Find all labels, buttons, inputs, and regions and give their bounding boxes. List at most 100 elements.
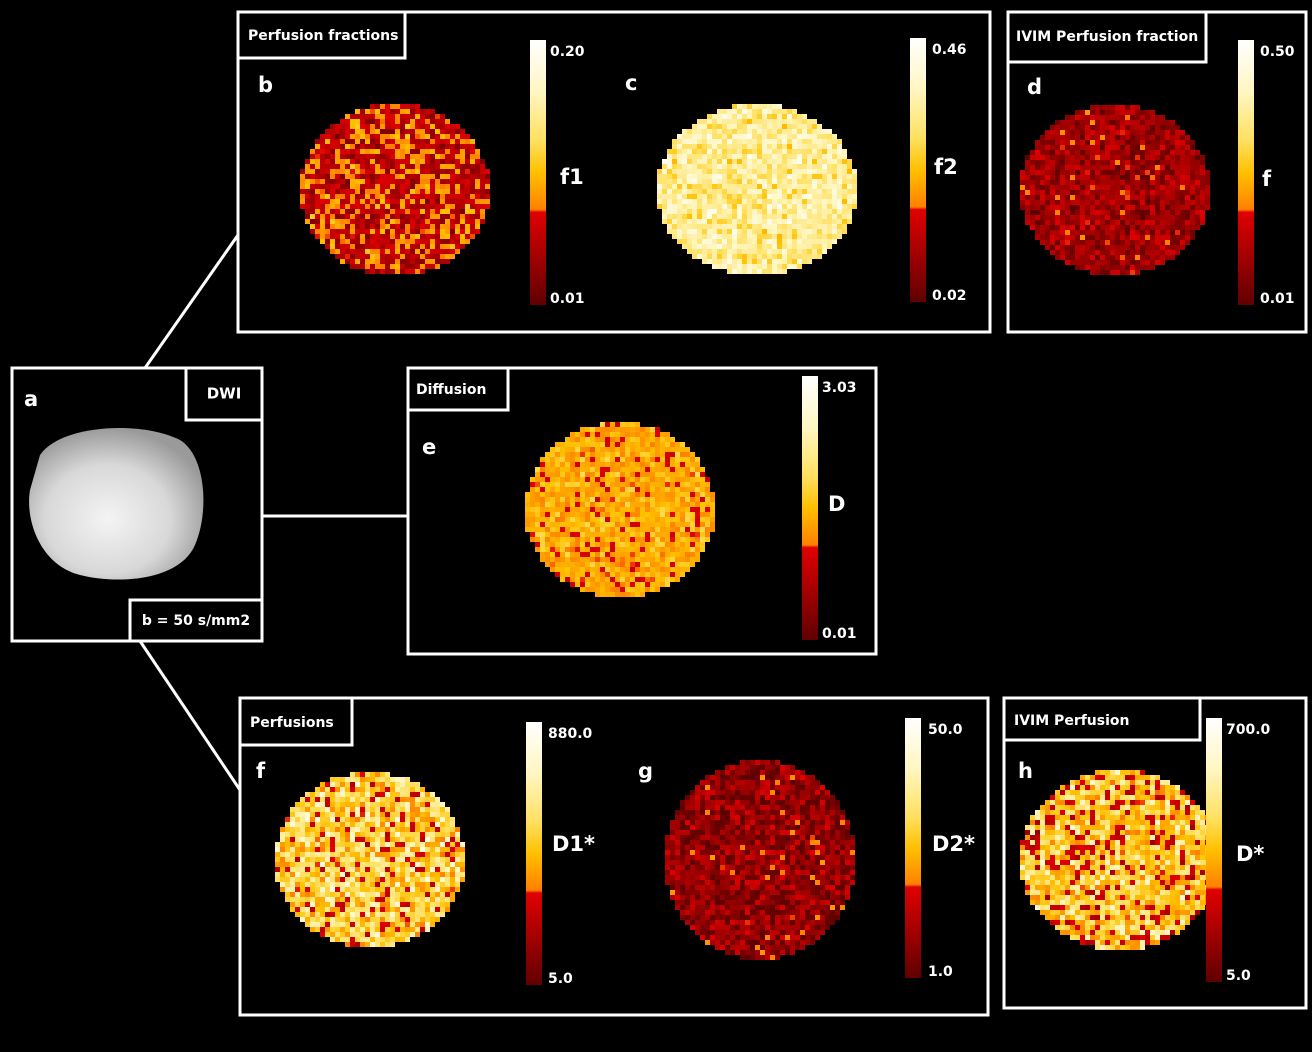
map-pixel: [280, 857, 285, 862]
map-pixel: [310, 847, 315, 852]
map-pixel: [655, 437, 660, 442]
map-pixel: [1115, 260, 1120, 265]
map-pixel: [737, 149, 742, 154]
map-pixel: [1110, 165, 1115, 170]
map-pixel: [1090, 180, 1095, 185]
map-pixel: [680, 557, 685, 562]
map-pixel: [1185, 220, 1190, 225]
map-pixel: [772, 109, 777, 114]
map-pixel: [480, 184, 485, 189]
map-pixel: [1150, 145, 1155, 150]
map-pixel: [1105, 125, 1110, 130]
map-pixel: [385, 827, 390, 832]
map-pixel: [1155, 130, 1160, 135]
map-pixel: [655, 522, 660, 527]
map-pixel: [330, 862, 335, 867]
map-pixel: [325, 847, 330, 852]
map-pixel: [480, 169, 485, 174]
map-pixel: [355, 254, 360, 259]
map-pixel: [737, 154, 742, 159]
map-pixel: [295, 852, 300, 857]
map-pixel: [420, 787, 425, 792]
map-pixel: [615, 582, 620, 587]
map-pixel: [320, 782, 325, 787]
map-pixel: [525, 492, 530, 497]
map-pixel: [395, 139, 400, 144]
map-pixel: [560, 452, 565, 457]
map-pixel: [1150, 240, 1155, 245]
map-pixel: [390, 214, 395, 219]
map-pixel: [575, 462, 580, 467]
map-pixel: [615, 542, 620, 547]
map-pixel: [665, 522, 670, 527]
map-pixel: [385, 159, 390, 164]
map-pixel: [712, 114, 717, 119]
map-pixel: [675, 492, 680, 497]
map-pixel: [550, 497, 555, 502]
map-pixel: [600, 477, 605, 482]
map-pixel: [365, 114, 370, 119]
map-pixel: [290, 842, 295, 847]
map-pixel: [355, 129, 360, 134]
map-pixel: [440, 244, 445, 249]
map-pixel: [822, 189, 827, 194]
map-pixel: [620, 452, 625, 457]
map-pixel: [832, 234, 837, 239]
map-pixel: [300, 842, 305, 847]
map-pixel: [320, 149, 325, 154]
map-pixel: [1180, 215, 1185, 220]
map-pixel: [315, 852, 320, 857]
map-pixel: [712, 144, 717, 149]
map-pixel: [480, 194, 485, 199]
map-pixel: [1120, 190, 1125, 195]
map-pixel: [320, 179, 325, 184]
map-pixel: [360, 119, 365, 124]
map-pixel: [705, 532, 710, 537]
map-pixel: [1120, 240, 1125, 245]
map-pixel: [615, 527, 620, 532]
map-pixel: [732, 209, 737, 214]
map-pixel: [1170, 220, 1175, 225]
map-pixel: [1135, 120, 1140, 125]
map-pixel: [812, 194, 817, 199]
map-pixel: [695, 492, 700, 497]
map-pixel: [340, 199, 345, 204]
map-pixel: [1105, 195, 1110, 200]
map-pixel: [732, 189, 737, 194]
map-pixel: [787, 234, 792, 239]
map-pixel: [320, 224, 325, 229]
map-pixel: [390, 782, 395, 787]
map-pixel: [1150, 175, 1155, 180]
map-pixel: [677, 134, 682, 139]
map-pixel: [702, 199, 707, 204]
map-pixel: [320, 194, 325, 199]
map-pixel: [430, 857, 435, 862]
map-pixel: [440, 234, 445, 239]
map-pixel: [685, 487, 690, 492]
map-pixel: [732, 249, 737, 254]
map-pixel: [590, 462, 595, 467]
map-pixel: [425, 254, 430, 259]
map-pixel: [1095, 225, 1100, 230]
map-pixel: [1135, 225, 1140, 230]
map-pixel: [310, 179, 315, 184]
map-pixel: [425, 234, 430, 239]
map-pixel: [747, 259, 752, 264]
map-pixel: [280, 877, 285, 882]
map-pixel: [1045, 205, 1050, 210]
map-pixel: [555, 522, 560, 527]
map-pixel: [675, 467, 680, 472]
map-pixel: [690, 467, 695, 472]
map-pixel: [1075, 195, 1080, 200]
map-pixel: [355, 154, 360, 159]
map-pixel: [1070, 140, 1075, 145]
map-pixel: [680, 477, 685, 482]
map-pixel: [440, 832, 445, 837]
map-pixel: [335, 842, 340, 847]
map-pixel: [415, 124, 420, 129]
map-pixel: [737, 199, 742, 204]
map-pixel: [360, 239, 365, 244]
map-pixel: [300, 857, 305, 862]
map-pixel: [640, 497, 645, 502]
map-pixel: [722, 139, 727, 144]
